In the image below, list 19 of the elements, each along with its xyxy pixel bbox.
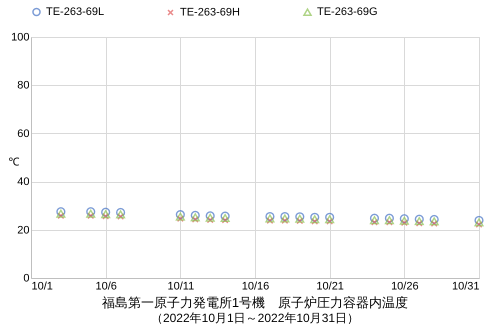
y-tick-label: 80 bbox=[17, 80, 30, 92]
x-tick-label: 10/6 bbox=[95, 280, 117, 292]
y-tick-label: 60 bbox=[17, 128, 30, 140]
text: 福島第一原子力発電所1号機 原子炉圧力容器内温度 bbox=[102, 295, 408, 310]
y-axis-title: ℃ bbox=[8, 156, 20, 168]
x-tick-label: 10/31 bbox=[452, 280, 480, 292]
x-tick-label: 10/16 bbox=[242, 280, 270, 292]
x-tick-label: 10/1 bbox=[32, 280, 53, 292]
legend-label: TE-263-69G bbox=[317, 6, 378, 18]
y-tick-label: 40 bbox=[17, 176, 30, 188]
y-tick-label: 0 bbox=[23, 272, 30, 284]
x-tick-label: 10/11 bbox=[167, 280, 194, 292]
text: （2022年10月1日～2022年10月31日） bbox=[150, 311, 360, 325]
x-tick-label: 10/21 bbox=[316, 280, 344, 292]
legend-label: TE-263-69H bbox=[180, 6, 240, 19]
legend-label: TE-263-69L bbox=[46, 6, 104, 18]
x-tick-label: 10/26 bbox=[391, 280, 419, 292]
y-tick-label: 20 bbox=[17, 224, 30, 236]
y-tick-label: 100 bbox=[11, 32, 30, 44]
